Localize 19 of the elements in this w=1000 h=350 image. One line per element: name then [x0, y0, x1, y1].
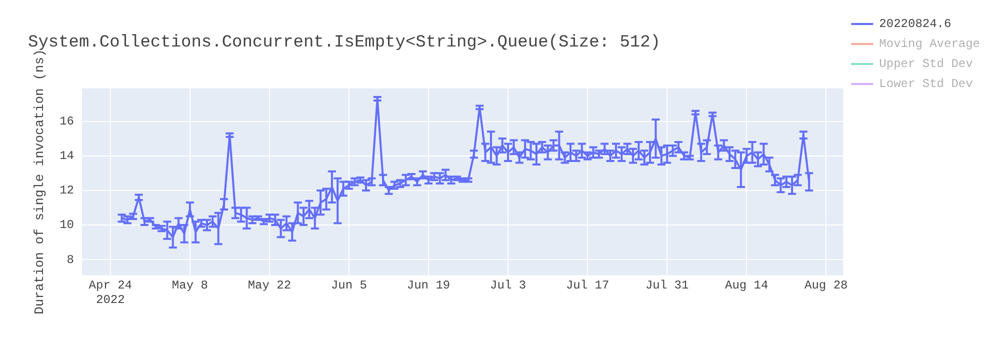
x-tick-label: Apr 24 2022: [88, 278, 132, 307]
legend-label: Upper Std Dev: [879, 57, 973, 72]
x-tick-label: Jul 3: [490, 278, 526, 293]
y-tick-label: 16: [60, 114, 74, 128]
x-tick-label: Aug 28: [804, 278, 848, 293]
x-tick-label: Jun 19: [406, 278, 450, 293]
x-tick-label: Aug 14: [725, 278, 768, 293]
x-tick-label: May 22: [248, 278, 292, 293]
legend-label: Moving Average: [879, 37, 980, 52]
legend-label: 20220824.6: [879, 17, 952, 32]
x-tick-label: Jul 17: [566, 278, 610, 293]
y-tick-label: 10: [60, 218, 74, 232]
x-tick-label: May 8: [172, 278, 208, 293]
y-tick-label: 14: [60, 149, 74, 164]
x-tick-label: Jul 31: [645, 278, 689, 293]
legend-label: Lower Std Dev: [879, 77, 973, 92]
y-tick-label: 12: [60, 184, 74, 198]
y-tick-label: 8: [66, 252, 74, 267]
x-tick-label: Jun 5: [330, 278, 367, 293]
